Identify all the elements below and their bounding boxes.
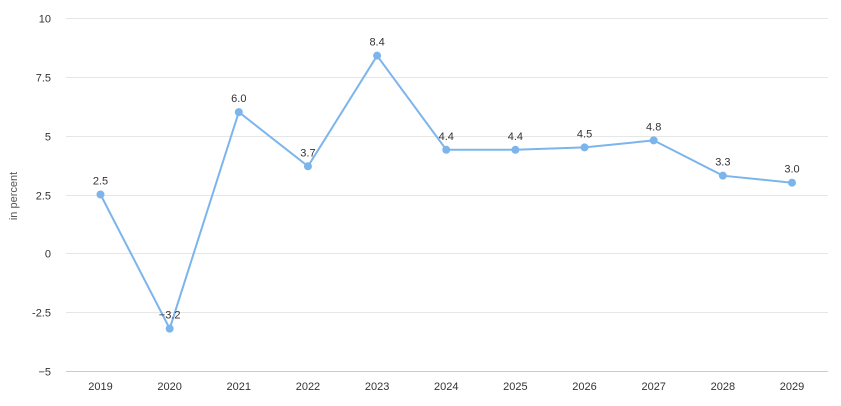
data-label: 3.3 (715, 157, 730, 169)
data-point[interactable] (442, 145, 451, 154)
data-labels: 2.5 −3.2 6.0 3.7 8.4 4.4 4.4 4.5 4.8 3.3 3.0 (93, 37, 800, 322)
x-tick-label: 2025 (503, 381, 527, 393)
x-tick-label: 2026 (572, 381, 596, 393)
y-tick-label: 0 (45, 249, 51, 261)
data-label: −3.2 (159, 310, 181, 322)
data-point[interactable] (373, 51, 382, 60)
y-tick-label: 5 (45, 132, 51, 144)
x-axis: 2019 2020 2021 2022 2023 2024 2025 2026 2027 2028… (88, 381, 804, 393)
data-label: 2.5 (93, 176, 108, 188)
y-tick-label: -2.5 (32, 308, 51, 320)
x-tick-label: 2029 (780, 381, 804, 393)
y-axis: 10 7.5 5 2.5 0 -2.5 −5 (32, 14, 51, 379)
data-point[interactable] (165, 324, 174, 333)
data-point[interactable] (303, 162, 312, 171)
data-point[interactable] (788, 178, 796, 187)
x-tick-label: 2019 (88, 381, 112, 393)
data-point[interactable] (96, 190, 105, 199)
y-tick-label: 2.5 (36, 191, 51, 203)
data-label: 6.0 (231, 93, 246, 105)
data-label: 3.0 (784, 164, 799, 176)
x-tick-label: 2020 (157, 381, 181, 393)
data-label: 8.4 (369, 37, 384, 49)
x-tick-label: 2021 (227, 381, 251, 393)
y-axis-title: in percent (8, 172, 20, 220)
x-tick-label: 2027 (641, 381, 665, 393)
x-tick-label: 2024 (434, 381, 458, 393)
data-point[interactable] (649, 136, 658, 145)
data-label: 4.5 (577, 128, 592, 140)
data-label: 3.7 (300, 147, 315, 159)
data-label: 4.4 (439, 131, 454, 143)
x-tick-label: 2023 (365, 381, 389, 393)
data-point[interactable] (580, 143, 589, 152)
data-label: 4.8 (646, 121, 661, 133)
data-point[interactable] (718, 171, 727, 180)
series (96, 51, 796, 333)
x-tick-label: 2028 (711, 381, 735, 393)
y-tick-label: 10 (39, 14, 51, 26)
x-tick-label: 2022 (296, 381, 320, 393)
data-point[interactable] (511, 145, 520, 154)
series-line (99, 53, 793, 332)
y-tick-label: 7.5 (36, 73, 51, 85)
data-point[interactable] (234, 108, 243, 117)
data-label: 4.4 (508, 131, 523, 143)
y-tick-label: −5 (38, 367, 51, 379)
